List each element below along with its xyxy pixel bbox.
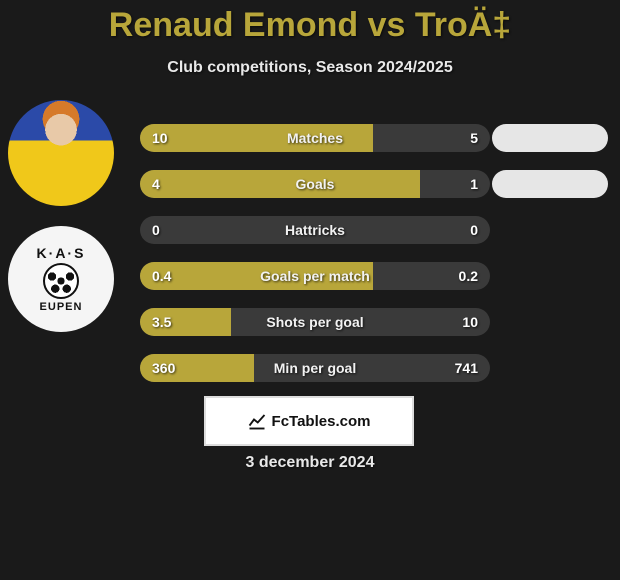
soccer-ball-icon [43, 263, 79, 299]
stat-bar-fill [140, 170, 420, 198]
stat-value-p2: 0.2 [459, 268, 478, 284]
stat-value-p2: 741 [455, 360, 478, 376]
stat-value-p2: 1 [470, 176, 478, 192]
stat-label: Min per goal [274, 360, 356, 376]
stat-label: Goals per match [260, 268, 370, 284]
page-title: Renaud Emond vs TroÄ‡ [0, 0, 620, 45]
stat-value-p2: 5 [470, 130, 478, 146]
stat-value-p1: 3.5 [152, 314, 171, 330]
stat-pill [492, 170, 608, 198]
stat-label: Hattricks [285, 222, 345, 238]
stat-value-p1: 360 [152, 360, 175, 376]
stat-label: Matches [287, 130, 343, 146]
stat-bar: 0.4 Goals per match 0.2 [140, 262, 490, 290]
stat-bar: 0 Hattricks 0 [140, 216, 490, 244]
stat-value-p1: 0 [152, 222, 160, 238]
stat-pills [492, 124, 608, 382]
stat-value-p2: 0 [470, 222, 478, 238]
club-line2: EUPEN [21, 301, 101, 313]
stat-pill [492, 124, 608, 152]
stat-bars: 10Matches54Goals10Hattricks00.4Goals per… [140, 124, 490, 382]
player1-avatar [8, 100, 114, 206]
stat-label: Goals [296, 176, 335, 192]
stat-bar: 10 Matches 5 [140, 124, 490, 152]
stat-bar: 4 Goals 1 [140, 170, 490, 198]
chart-icon [248, 412, 266, 430]
brand-footer[interactable]: FcTables.com [204, 396, 414, 446]
stat-value-p2: 10 [462, 314, 478, 330]
stat-value-p1: 10 [152, 130, 168, 146]
stat-value-p1: 4 [152, 176, 160, 192]
club-line1: K·A·S [21, 245, 101, 261]
avatar-column: K·A·S EUPEN [6, 100, 116, 332]
stat-bar: 3.5 Shots per goal 10 [140, 308, 490, 336]
stat-value-p1: 0.4 [152, 268, 171, 284]
brand-text: FcTables.com [272, 413, 371, 430]
club-badge: K·A·S EUPEN [8, 226, 114, 332]
stat-bar: 360 Min per goal 741 [140, 354, 490, 382]
date-text: 3 december 2024 [0, 454, 620, 472]
stat-label: Shots per goal [266, 314, 363, 330]
page-subtitle: Club competitions, Season 2024/2025 [0, 59, 620, 77]
